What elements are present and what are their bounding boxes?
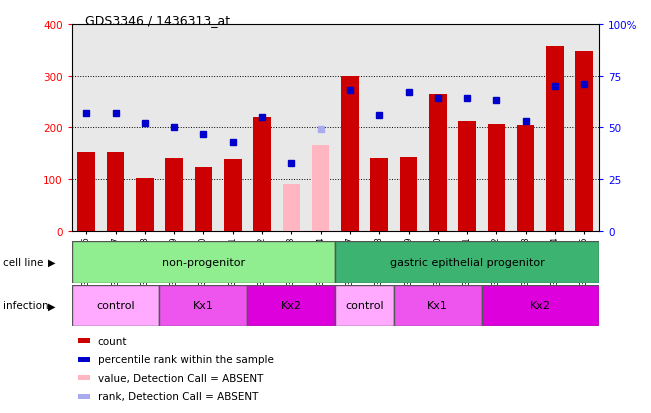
- Text: Kx2: Kx2: [281, 301, 302, 311]
- Text: infection: infection: [3, 301, 49, 311]
- Text: non-progenitor: non-progenitor: [162, 257, 245, 267]
- Text: rank, Detection Call = ABSENT: rank, Detection Call = ABSENT: [98, 392, 258, 401]
- Bar: [77, 153, 95, 231]
- Bar: [335, 242, 599, 283]
- Bar: [72, 285, 159, 326]
- Bar: [575, 52, 593, 231]
- Text: value, Detection Call = ABSENT: value, Detection Call = ABSENT: [98, 373, 263, 383]
- Text: Kx1: Kx1: [193, 301, 214, 311]
- Bar: [488, 124, 505, 231]
- Text: count: count: [98, 336, 127, 346]
- Bar: [429, 95, 447, 231]
- Text: Kx1: Kx1: [427, 301, 449, 311]
- Text: cell line: cell line: [3, 257, 44, 267]
- Bar: [107, 153, 124, 231]
- Bar: [253, 118, 271, 231]
- Bar: [394, 285, 482, 326]
- Bar: [247, 285, 335, 326]
- Bar: [341, 76, 359, 231]
- Text: ▶: ▶: [48, 257, 55, 267]
- Bar: [224, 160, 242, 231]
- Bar: [482, 285, 599, 326]
- Bar: [546, 47, 564, 231]
- Bar: [312, 146, 329, 231]
- Bar: [370, 159, 388, 231]
- Bar: [72, 242, 335, 283]
- Text: control: control: [96, 301, 135, 311]
- Bar: [283, 185, 300, 231]
- Bar: [458, 121, 476, 231]
- Text: GDS3346 / 1436313_at: GDS3346 / 1436313_at: [85, 14, 230, 27]
- Text: ▶: ▶: [48, 301, 55, 311]
- Text: gastric epithelial progenitor: gastric epithelial progenitor: [390, 257, 544, 267]
- Bar: [517, 126, 534, 231]
- Text: Kx2: Kx2: [530, 301, 551, 311]
- Text: percentile rank within the sample: percentile rank within the sample: [98, 354, 273, 364]
- Bar: [165, 159, 183, 231]
- Bar: [195, 167, 212, 231]
- Bar: [159, 285, 247, 326]
- Bar: [400, 157, 417, 231]
- Text: control: control: [345, 301, 384, 311]
- Bar: [335, 285, 394, 326]
- Bar: [136, 178, 154, 231]
